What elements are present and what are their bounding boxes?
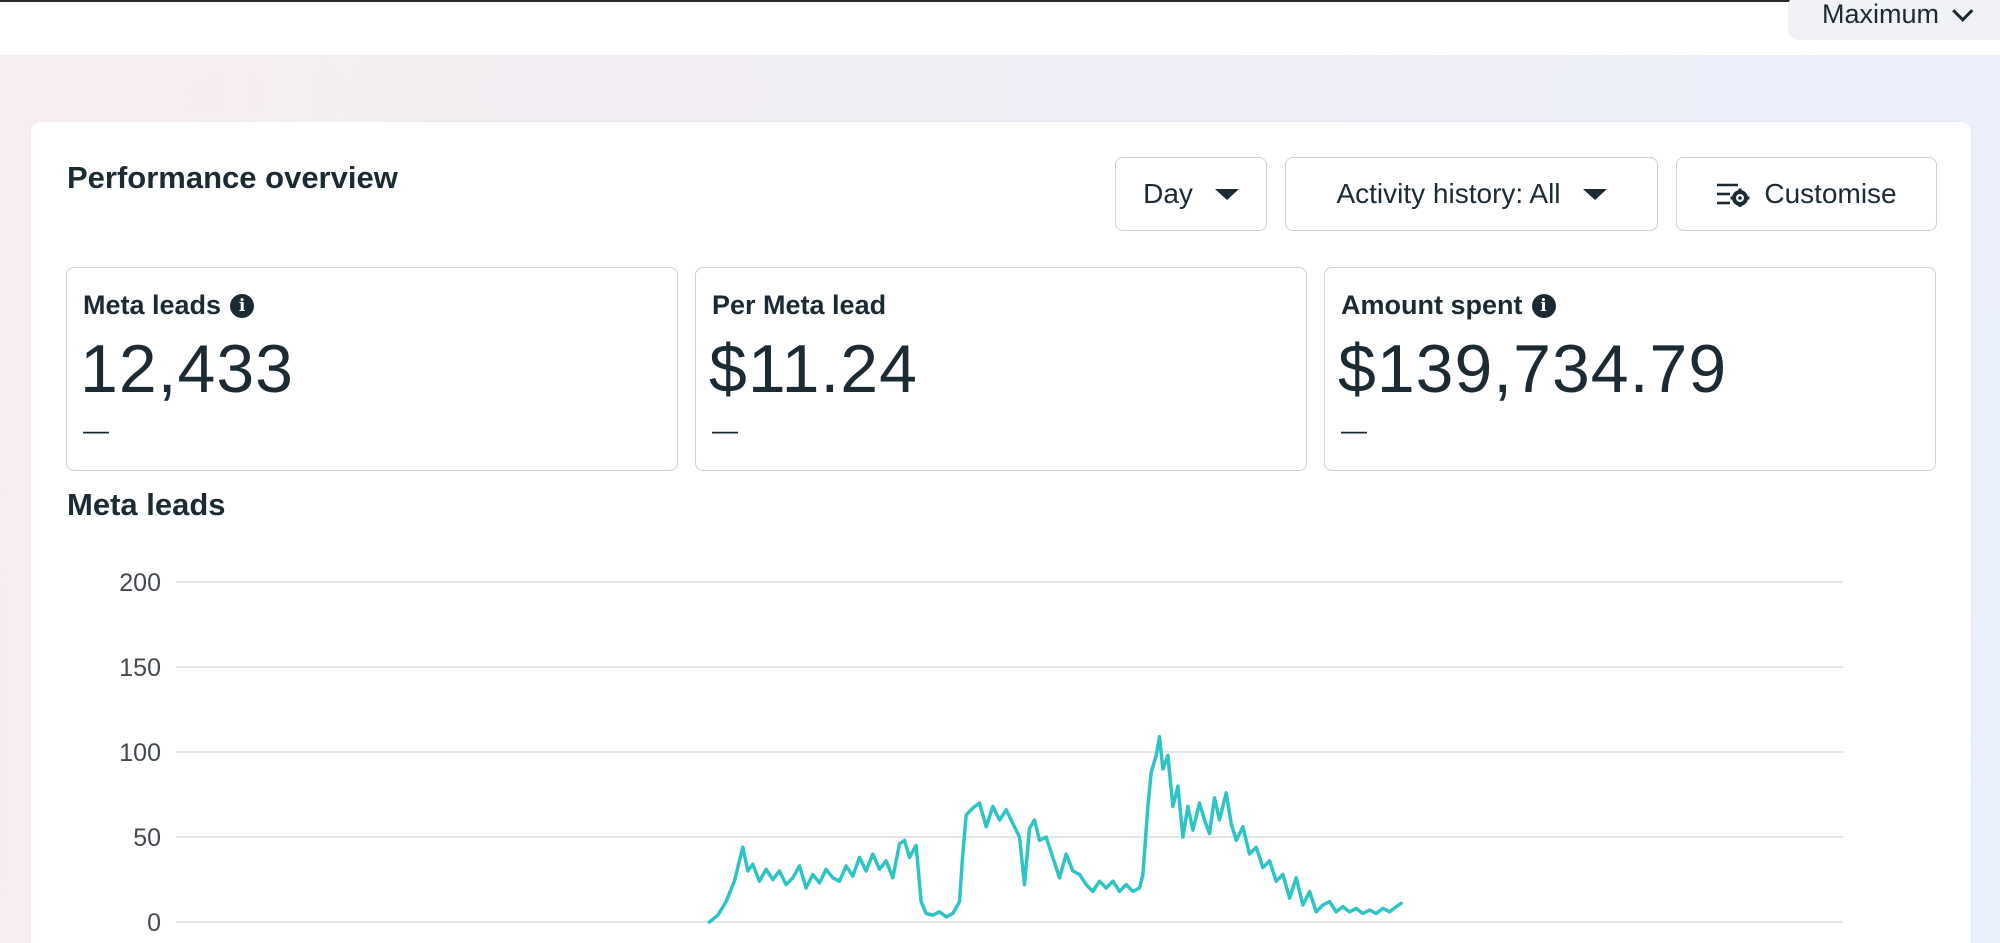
performance-overview-card: Performance overview Day Activity histor… (31, 122, 1971, 943)
y-tick-label: 200 (119, 569, 161, 597)
y-tick-label: 100 (119, 739, 161, 767)
top-bar: Maximum (0, 0, 2000, 55)
date-range-selector[interactable]: Maximum (1788, 0, 2000, 40)
metric-card-meta-leads[interactable]: Meta leads i 12,433 — (66, 267, 678, 471)
y-tick-label: 150 (119, 654, 161, 682)
customise-label: Customise (1764, 178, 1897, 209)
granularity-dropdown[interactable]: Day (1115, 157, 1267, 231)
metric-label: Meta leads (83, 290, 222, 320)
granularity-label: Day (1143, 178, 1193, 209)
y-tick-label: 50 (133, 824, 161, 852)
meta-leads-line-chart: 200 150 100 50 0 (119, 569, 1843, 937)
metric-comparison: — (712, 415, 738, 445)
series-line[interactable] (707, 734, 1403, 924)
metric-value: 12,433 (80, 331, 294, 407)
metric-value: $11.24 (709, 331, 918, 407)
metric-label-row: Meta leads i (83, 290, 255, 321)
activity-history-label: Activity history: All (1336, 178, 1561, 209)
page-title: Performance overview (67, 160, 398, 195)
chart-title: Meta leads (67, 487, 226, 522)
info-icon[interactable]: i (1531, 293, 1556, 318)
activity-history-dropdown[interactable]: Activity history: All (1285, 157, 1658, 231)
metric-comparison: — (1341, 415, 1367, 445)
date-range-label: Maximum (1822, 0, 1940, 29)
customise-button[interactable]: Customise (1676, 157, 1937, 231)
metric-label-row: Amount spent i (1341, 290, 1556, 321)
y-tick-label: 0 (147, 909, 161, 937)
metric-card-per-meta-lead[interactable]: Per Meta lead $11.24 — (695, 267, 1307, 471)
info-icon[interactable]: i (230, 293, 255, 318)
metric-comparison: — (83, 415, 109, 445)
sliders-gear-icon (1717, 183, 1750, 207)
metric-card-amount-spent[interactable]: Amount spent i $139,734.79 — (1324, 267, 1936, 471)
chevron-down-icon (1952, 0, 1974, 22)
caret-down-icon (1214, 188, 1239, 200)
metric-label: Amount spent (1341, 290, 1523, 320)
caret-down-icon (1582, 188, 1607, 200)
metric-value: $139,734.79 (1338, 331, 1728, 407)
metric-label-row: Per Meta lead (712, 290, 886, 321)
metric-label: Per Meta lead (712, 290, 887, 320)
